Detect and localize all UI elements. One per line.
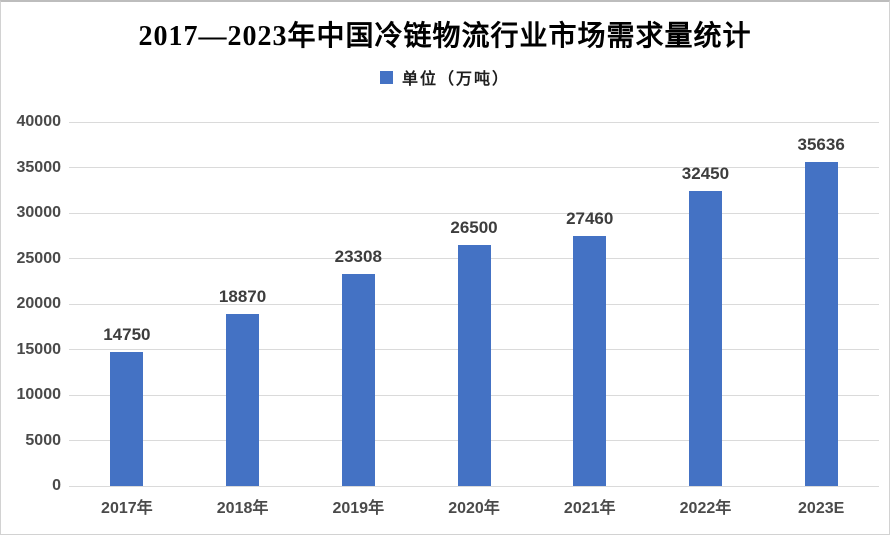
x-tick-label: 2018年 (216, 500, 269, 517)
x-tick-label: 2023E (798, 500, 845, 517)
legend-label: 单位（万吨） (401, 71, 510, 88)
legend-swatch-icon (379, 70, 393, 84)
bar-value-label: 23308 (334, 246, 382, 266)
y-tick-label: 25000 (16, 249, 62, 267)
y-axis: 0 5000 10000 15000 20000 25000 30000 35000 40000 (1, 113, 62, 494)
y-tick-label: 35000 (16, 158, 62, 176)
gridline (69, 121, 879, 123)
x-tick-label: 2021年 (563, 500, 616, 517)
bar-value-label: 32450 (681, 163, 730, 183)
bar (457, 244, 491, 486)
x-tick-label: 2022年 (679, 500, 732, 517)
chart-title: 2017—2023年中国冷链物流行业市场需求量统计 (138, 21, 752, 52)
bar-value-label: 26500 (450, 217, 498, 237)
bar-value-label: 27460 (566, 209, 614, 229)
bar (341, 273, 375, 486)
y-tick-label: 5000 (25, 431, 61, 449)
bar (688, 190, 722, 486)
legend: 单位（万吨） (1, 65, 889, 89)
gridline (69, 485, 879, 487)
y-tick-label: 40000 (16, 113, 62, 130)
y-tick-label: 15000 (16, 340, 62, 358)
bar-value-label: 18870 (218, 287, 267, 307)
y-tick-label: 10000 (16, 386, 62, 403)
bar (573, 236, 607, 486)
gridline (69, 212, 879, 214)
x-axis: 2017年 2018年 2019年 2020年 2021年 2022年 2023E (69, 496, 879, 522)
bar (110, 351, 144, 486)
plot-area: 14750 18870 23308 26500 27460 32450 35636 (69, 121, 879, 487)
bar (226, 314, 260, 486)
x-tick-label: 2017年 (101, 500, 153, 517)
bar (804, 161, 838, 486)
bar-value-label: 14750 (103, 324, 151, 344)
bar-value-label: 35636 (797, 134, 845, 154)
gridline (69, 167, 879, 168)
y-tick-label: 30000 (16, 204, 62, 221)
y-tick-label: 0 (52, 477, 61, 494)
x-tick-label: 2019年 (332, 500, 385, 517)
y-tick-label: 20000 (16, 295, 62, 312)
x-tick-label: 2020年 (448, 500, 500, 517)
